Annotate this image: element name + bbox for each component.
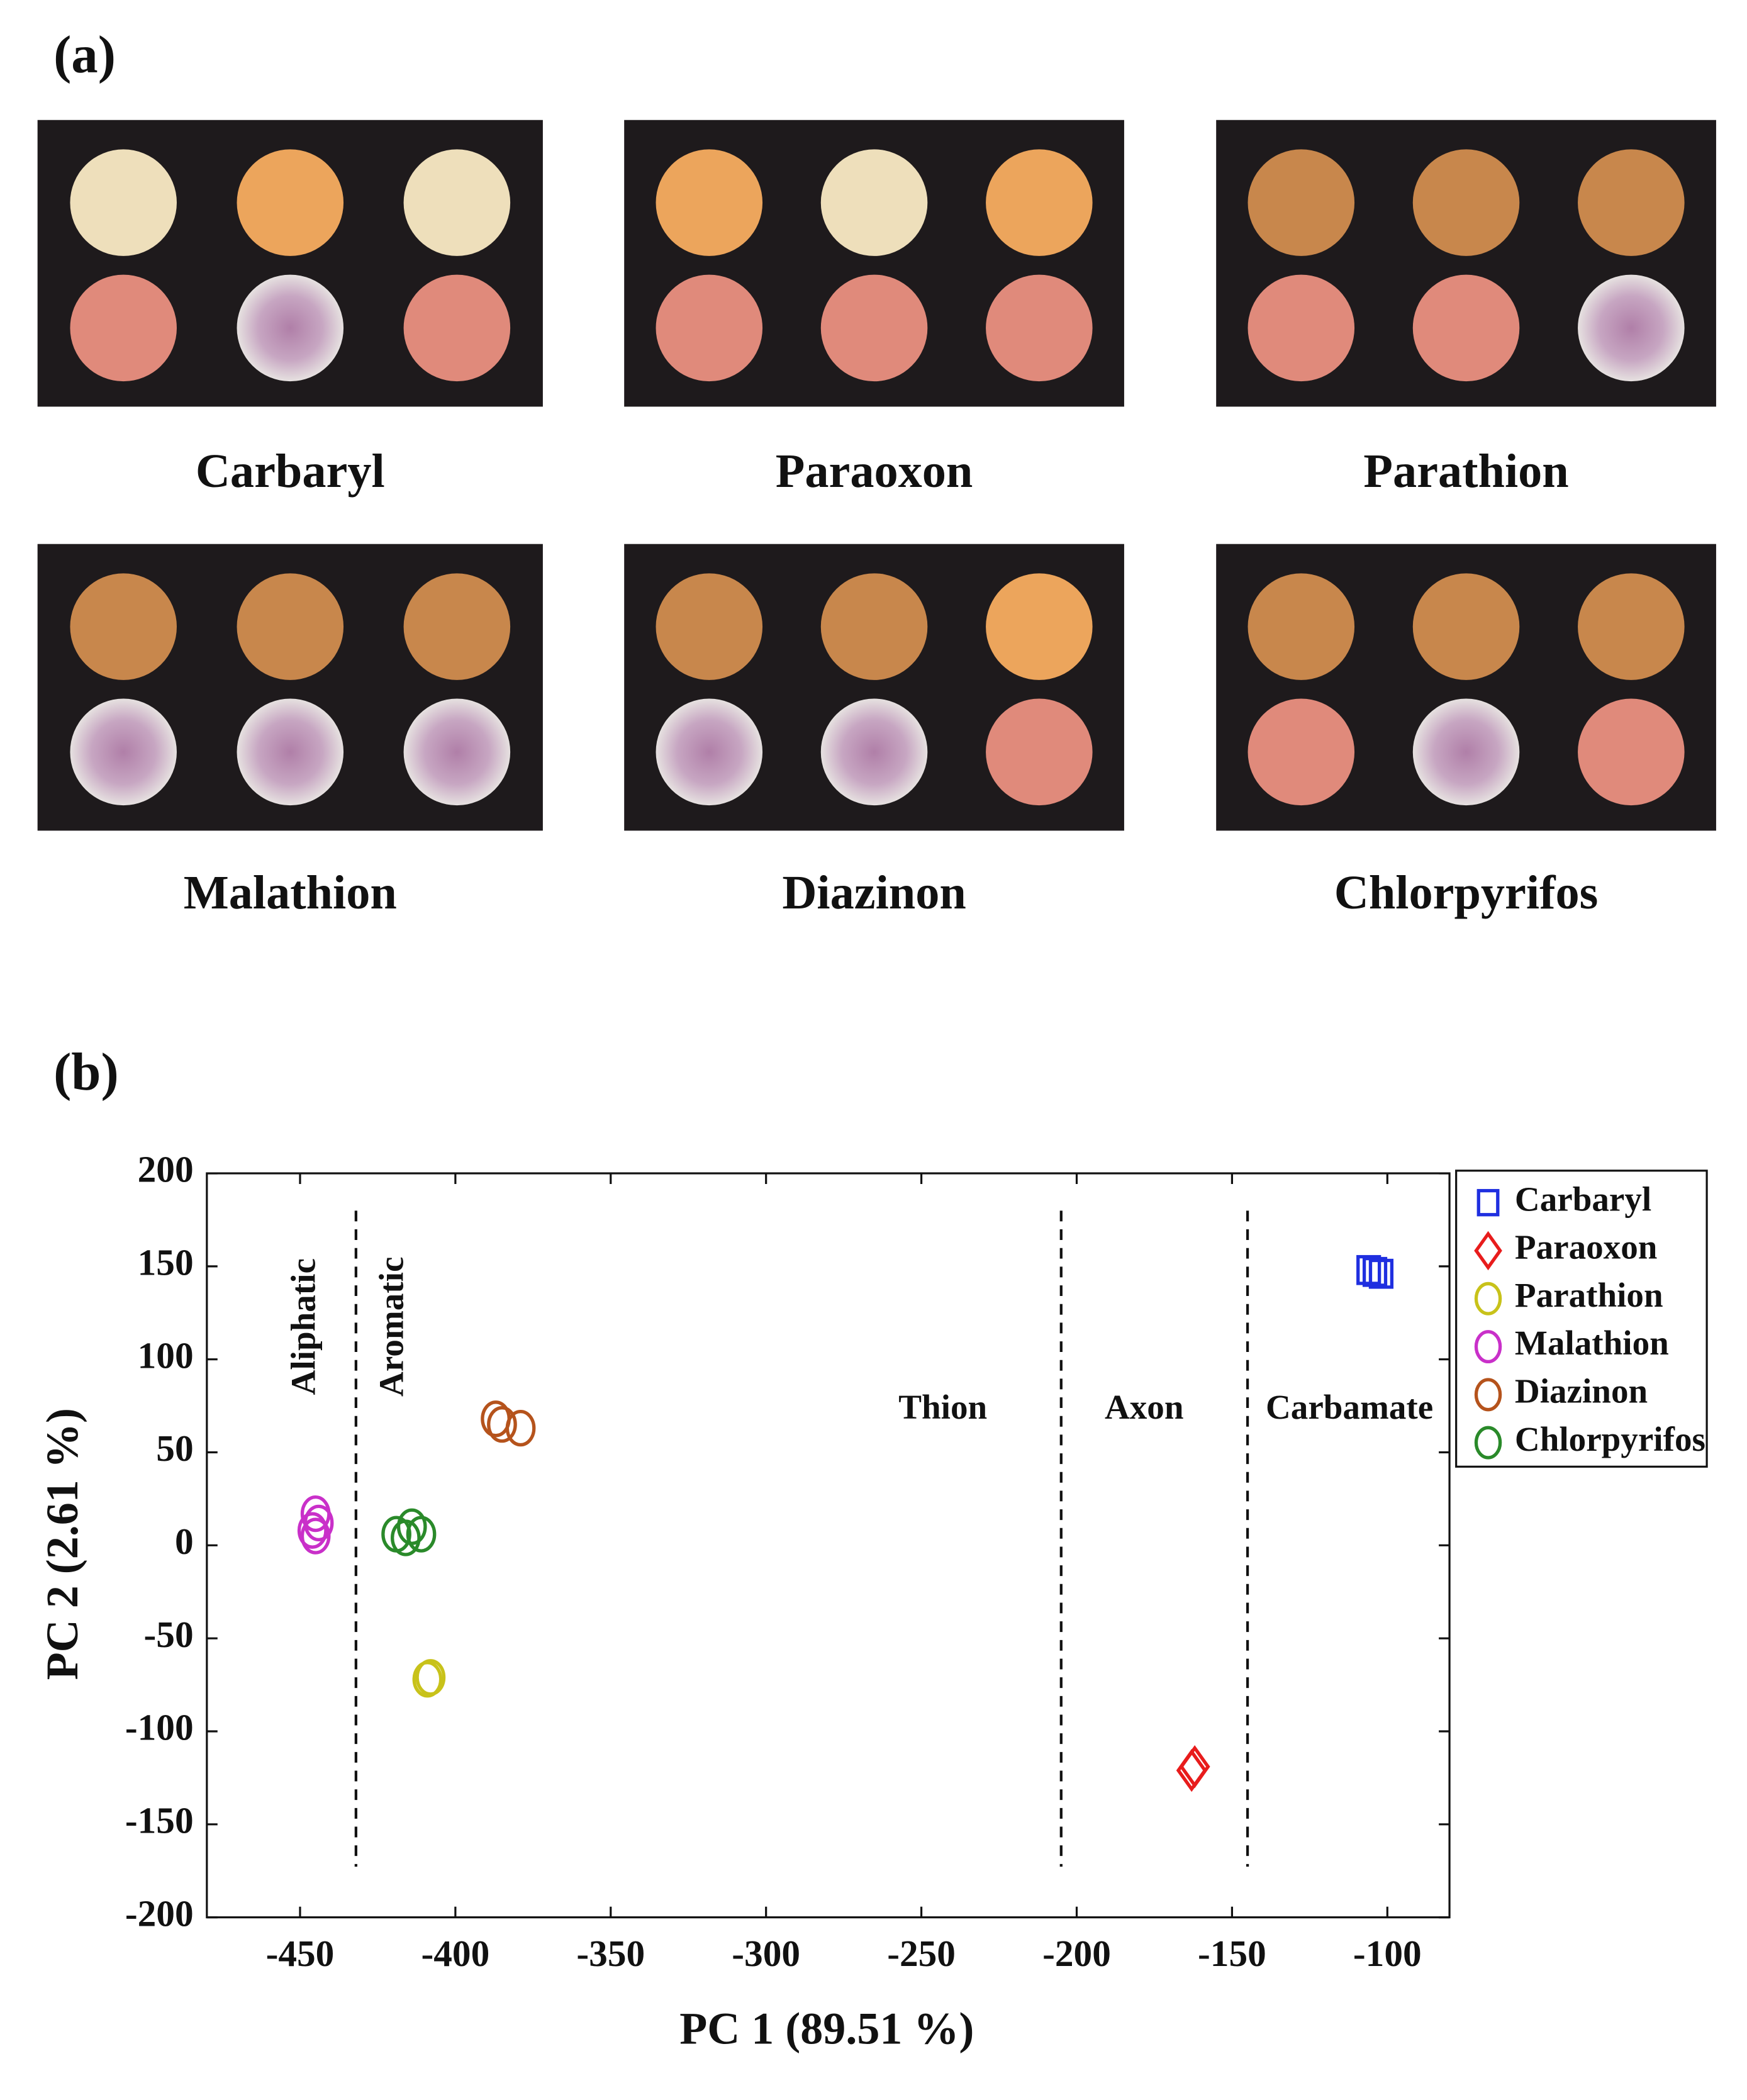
legend-box (1455, 1170, 1708, 1468)
sample-label: Malathion (184, 866, 397, 919)
spot (656, 573, 763, 680)
x-tick-label: -250 (887, 1933, 956, 1974)
spot (986, 698, 1093, 806)
spot (1247, 149, 1355, 256)
spot (986, 274, 1093, 382)
legend-label: Paraoxon (1515, 1228, 1657, 1266)
legend-marker (1474, 1378, 1502, 1412)
legend-marker (1474, 1426, 1502, 1460)
x-axis-label: PC 1 (89.51 %) (679, 2004, 974, 2054)
x-tick-label: -100 (1353, 1933, 1422, 1974)
sample-label: Parathion (1363, 444, 1568, 498)
point (487, 1406, 517, 1443)
spot (70, 274, 177, 382)
spot (1247, 698, 1355, 806)
point (300, 1517, 331, 1555)
spot (1247, 274, 1355, 382)
spot (237, 573, 344, 680)
annotation: Aliphatic (284, 1258, 322, 1395)
spot (1412, 149, 1520, 256)
spot (403, 573, 511, 680)
point (505, 1409, 536, 1447)
spot (1578, 698, 1685, 806)
spot (820, 274, 928, 382)
spot (1412, 698, 1520, 806)
spot (237, 149, 344, 256)
legend-marker (1474, 1282, 1502, 1315)
spot (1578, 274, 1685, 382)
legend-marker (1474, 1330, 1502, 1364)
y-tick-label: -50 (144, 1614, 194, 1655)
annotation: Thion (898, 1388, 987, 1426)
y-axis-label: PC 2 (2.61 %) (37, 1408, 87, 1680)
spot (237, 698, 344, 806)
y-tick-label: 100 (138, 1334, 194, 1376)
point (396, 1508, 427, 1545)
sample-label: Diazinon (782, 866, 966, 919)
y-tick-label: -200 (125, 1892, 194, 1934)
spot (820, 573, 928, 680)
x-tick-label: -150 (1198, 1933, 1266, 1974)
legend-label: Diazinon (1515, 1371, 1648, 1410)
annotation: Aromatic (372, 1257, 410, 1397)
spot (820, 698, 928, 806)
legend-label: Carbaryl (1515, 1180, 1651, 1218)
legend-label: Parathion (1515, 1276, 1663, 1314)
x-tick-label: -400 (421, 1933, 489, 1974)
y-tick-label: 50 (156, 1427, 193, 1469)
x-tick-label: -350 (576, 1933, 645, 1974)
legend-marker (1474, 1231, 1502, 1271)
panel-label: (a) (53, 25, 116, 84)
legend-label: Chlorpyrifos (1515, 1420, 1705, 1458)
spot (986, 149, 1093, 256)
spot (1247, 573, 1355, 680)
spot (70, 149, 177, 256)
spot (237, 274, 344, 382)
point (391, 1519, 421, 1556)
spot (403, 274, 511, 382)
annotation: Axon (1105, 1388, 1184, 1426)
point (1362, 1256, 1388, 1287)
point (297, 1512, 328, 1549)
point (412, 1661, 443, 1698)
sample-label: Paraoxon (776, 444, 973, 498)
spot (656, 698, 763, 806)
legend-label: Malathion (1515, 1324, 1669, 1362)
sample-label: Chlorpyrifos (1334, 866, 1599, 919)
sample-label: Carbaryl (196, 444, 385, 498)
point (1176, 1748, 1207, 1792)
spot (403, 149, 511, 256)
spot (403, 698, 511, 806)
spot (1412, 573, 1520, 680)
spot (656, 149, 763, 256)
spot (1578, 573, 1685, 680)
spot (1412, 274, 1520, 382)
x-tick-label: -300 (732, 1933, 800, 1974)
point (406, 1516, 437, 1553)
legend-marker (1476, 1188, 1500, 1217)
spot (820, 149, 928, 256)
x-tick-label: -200 (1042, 1933, 1111, 1974)
panel-label: (b) (53, 1042, 119, 1102)
y-tick-label: 200 (138, 1149, 194, 1190)
spot (70, 698, 177, 806)
y-tick-label: 150 (138, 1241, 194, 1283)
point (1368, 1258, 1394, 1289)
spot (656, 274, 763, 382)
spot (70, 573, 177, 680)
spot (1578, 149, 1685, 256)
y-tick-label: -150 (125, 1799, 194, 1841)
y-tick-label: 0 (175, 1521, 194, 1562)
spot (986, 573, 1093, 680)
x-tick-label: -450 (266, 1933, 335, 1974)
point (1356, 1254, 1381, 1285)
annotation: Carbamate (1266, 1388, 1433, 1426)
y-tick-label: -100 (125, 1707, 194, 1748)
